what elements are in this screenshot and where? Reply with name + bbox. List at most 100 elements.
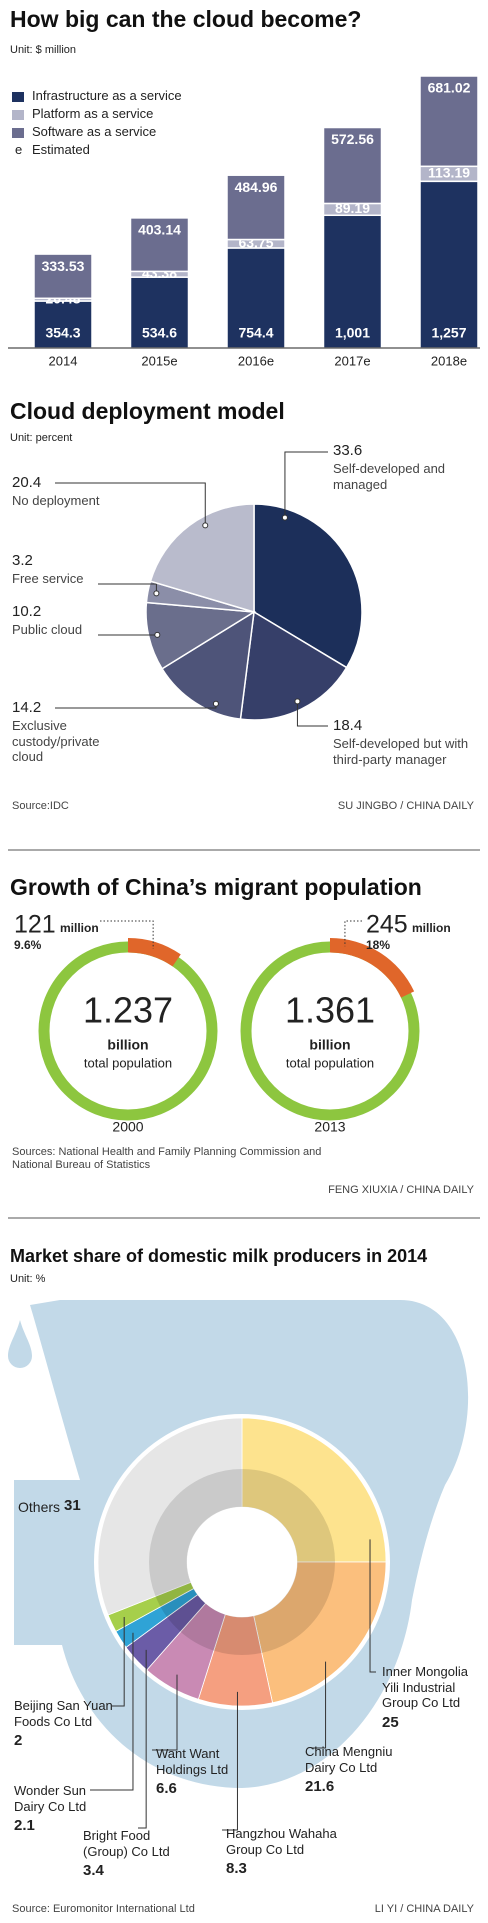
bar-segment (129, 276, 190, 349)
slice-value: 3.4 (83, 1862, 104, 1879)
slice-label: Hangzhou Wahaha Group Co Ltd (226, 1826, 337, 1857)
legend-swatch (12, 92, 24, 102)
x-tick-label: 2015e (141, 353, 177, 368)
chart-title: How big can the cloud become? (10, 6, 362, 32)
leader-dot (153, 590, 160, 597)
pie-slice (161, 610, 255, 720)
leader-line (100, 920, 154, 949)
value-label: 333.53 (42, 258, 85, 274)
credit: SU JINGBO / CHINA DAILY (337, 800, 474, 812)
chart-title: Growth of China’s migrant population (10, 874, 422, 900)
donut-hole (187, 1507, 297, 1617)
migrant-value: 245 (366, 911, 408, 939)
slice-value: 2 (14, 1732, 23, 1749)
value-label: 403.14 (138, 222, 181, 238)
slice-label: Others (18, 1499, 61, 1515)
credit: FENG XIUXIA / CHINA DAILY (328, 1184, 474, 1196)
slice-value: 31 (64, 1497, 81, 1514)
slice-value: 20.4 (12, 474, 42, 491)
legend-label: Software as a service (32, 124, 157, 139)
slice-value: 21.6 (305, 1778, 335, 1795)
source: Sources: National Health and Family Plan… (12, 1146, 322, 1172)
leader-line (311, 1661, 327, 1749)
leader-dot (281, 514, 288, 521)
value-label: 1,001 (335, 325, 370, 341)
total-unit: billion (107, 1037, 148, 1053)
share-label: 18% (366, 938, 390, 952)
year-label: 2000 (112, 1119, 143, 1135)
slice-label: Self-developed but with third-party mana… (333, 736, 469, 767)
slice-value: 10.2 (12, 603, 42, 620)
migrant-unit: million (60, 921, 99, 935)
share-arc (128, 938, 181, 967)
x-tick-label: 2017e (334, 353, 370, 368)
leader-line (55, 482, 206, 526)
total-value: 1.237 (83, 990, 173, 1031)
legend-swatch (12, 128, 24, 138)
share-label: 9.6% (14, 938, 42, 952)
slice-value: 25 (382, 1714, 399, 1731)
leader-line (222, 1691, 238, 1831)
slice-label: Self-developed and managed (333, 461, 446, 492)
slice-value: 6.6 (156, 1780, 177, 1797)
total-note: total population (286, 1055, 374, 1070)
slice-label: Wonder Sun Dairy Co Ltd (14, 1783, 87, 1814)
chart-subtitle: Unit: $ million (10, 44, 77, 56)
legend-label: Estimated (32, 142, 90, 157)
leader-line (90, 1632, 134, 1791)
source: Source:IDC (12, 800, 69, 812)
bar-segment (419, 75, 479, 168)
chart-subtitle: Unit: percent (10, 432, 73, 444)
bar-segment (226, 247, 286, 349)
slice-label: Public cloud (12, 622, 83, 637)
leader-dot (294, 698, 301, 705)
legend-label: Infrastructure as a service (32, 88, 182, 103)
slice-label: Bright Food (Group) Co Ltd (83, 1828, 170, 1859)
chart-subtitle: Unit: % (10, 1273, 46, 1285)
value-label: 681.02 (428, 80, 471, 96)
leader-line (112, 1616, 125, 1707)
bar-segment (226, 174, 286, 241)
slice-value: 14.2 (12, 699, 42, 716)
bar-segment (322, 126, 383, 205)
slice-label: China Mengniu Dairy Co Ltd (305, 1744, 393, 1775)
milk-drop (8, 1320, 32, 1368)
total-value: 1.361 (285, 990, 375, 1031)
x-tick-label: 2014 (49, 353, 78, 368)
credit: LI YI / CHINA DAILY (374, 1903, 474, 1915)
leader-line (296, 701, 328, 727)
bar-segment (322, 214, 383, 349)
pie-slice (239, 610, 348, 721)
share-arc (330, 938, 415, 998)
leader-line (55, 703, 217, 709)
slice-label: Want Want Holdings Ltd (156, 1746, 229, 1777)
leader-line (152, 1674, 178, 1751)
inner-band (149, 1469, 335, 1655)
slice-value: 33.6 (333, 442, 363, 459)
legend-swatch (12, 110, 24, 120)
leader-dot (202, 522, 209, 529)
slice-value: 18.4 (333, 717, 363, 734)
bar-segment (33, 300, 93, 349)
year-label: 2013 (314, 1119, 345, 1135)
value-label: 572.56 (331, 131, 374, 147)
pie-slice (253, 503, 363, 669)
slice-label: Free service (12, 571, 84, 586)
bar-segment (419, 180, 479, 349)
value-label: 1,257 (431, 325, 466, 341)
total-note: total population (84, 1055, 172, 1070)
pie-slice (149, 503, 255, 614)
value-label: 754.4 (238, 325, 273, 341)
migrant-unit: million (412, 921, 451, 935)
leader-line (138, 1649, 147, 1829)
legend-label: Platform as a service (32, 106, 154, 121)
legend-symbol: e (15, 142, 23, 157)
slice-value: 3.2 (12, 552, 33, 569)
chart-title: Market share of domestic milk producers … (10, 1246, 428, 1266)
bar-segment (33, 253, 93, 300)
x-tick-label: 2016e (238, 353, 274, 368)
slice-value: 2.1 (14, 1817, 35, 1834)
ring (38, 941, 218, 1121)
